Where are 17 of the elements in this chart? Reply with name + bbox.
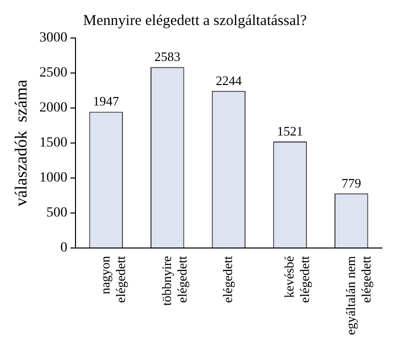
y-tick-label: 2500 xyxy=(39,66,68,81)
y-tick-label: 2000 xyxy=(39,100,68,116)
x-tick-label: elégedett xyxy=(220,256,236,303)
data-label: 2583 xyxy=(154,49,180,64)
y-tick-label: 1000 xyxy=(39,170,68,186)
y-tick-label: 3000 xyxy=(39,30,68,46)
y-tick-label: 0 xyxy=(60,240,68,256)
x-tick-label: kevésbé elégedett xyxy=(281,256,312,303)
y-tick-label: 1500 xyxy=(39,136,68,151)
y-axis-title: válaszadók száma xyxy=(12,79,31,206)
y-tick-label: 500 xyxy=(46,206,68,221)
data-label: 1947 xyxy=(93,94,120,109)
x-tick-label: nagyon elégedett xyxy=(97,255,128,303)
data-label: 2244 xyxy=(216,72,242,88)
data-label: 779 xyxy=(342,175,362,190)
chart-title: Mennyire elégedett a szolgáltatással? xyxy=(83,12,308,29)
data-label: 1521 xyxy=(277,123,304,138)
